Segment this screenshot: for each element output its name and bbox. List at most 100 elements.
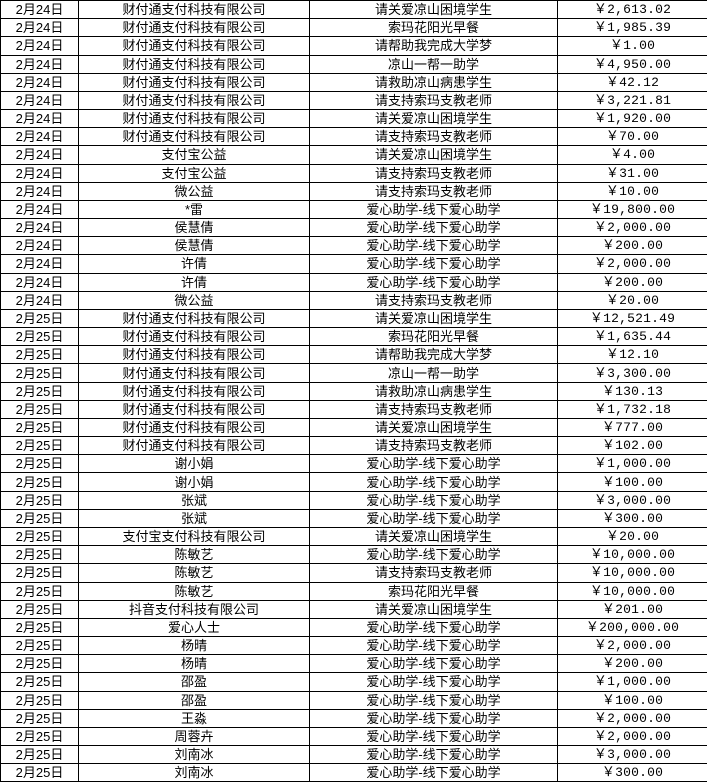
donation-amount-cell: ￥3,221.81	[558, 91, 707, 109]
donation-project-cell: 请关爱凉山困境学生	[310, 418, 558, 436]
table-row: 2月24日微公益请支持索玛支教老师￥10.00	[1, 182, 707, 200]
table-row: 2月24日财付通支付科技有限公司凉山一帮一助学￥4,950.00	[1, 55, 707, 73]
donation-date-cell: 2月25日	[1, 655, 79, 673]
table-row: 2月25日张斌爱心助学-线下爱心助学￥3,000.00	[1, 491, 707, 509]
table-row: 2月25日周蓉卉爱心助学-线下爱心助学￥2,000.00	[1, 727, 707, 745]
donation-amount-cell: ￥200.00	[558, 655, 707, 673]
table-row: 2月24日支付宝公益请关爱凉山困境学生￥4.00	[1, 146, 707, 164]
donor-name-cell: 财付通支付科技有限公司	[79, 309, 310, 327]
donor-name-cell: 财付通支付科技有限公司	[79, 1, 310, 19]
table-row: 2月25日财付通支付科技有限公司凉山一帮一助学￥3,300.00	[1, 364, 707, 382]
donation-amount-cell: ￥130.13	[558, 382, 707, 400]
donor-name-cell: 财付通支付科技有限公司	[79, 400, 310, 418]
table-row: 2月25日支付宝支付科技有限公司请关爱凉山困境学生￥20.00	[1, 527, 707, 545]
table-row: 2月24日微公益请支持索玛支教老师￥20.00	[1, 291, 707, 309]
donation-project-cell: 请支持索玛支教老师	[310, 291, 558, 309]
donation-amount-cell: ￥100.00	[558, 691, 707, 709]
donation-date-cell: 2月25日	[1, 328, 79, 346]
donor-name-cell: 支付宝公益	[79, 164, 310, 182]
donation-amount-cell: ￥1,000.00	[558, 455, 707, 473]
donation-date-cell: 2月24日	[1, 237, 79, 255]
table-row: 2月24日财付通支付科技有限公司请关爱凉山困境学生￥2,613.02	[1, 1, 707, 19]
donation-date-cell: 2月25日	[1, 364, 79, 382]
donation-amount-cell: ￥1,920.00	[558, 110, 707, 128]
donation-project-cell: 爱心助学-线下爱心助学	[310, 509, 558, 527]
donation-amount-cell: ￥12.10	[558, 346, 707, 364]
donation-amount-cell: ￥10,000.00	[558, 564, 707, 582]
donation-date-cell: 2月25日	[1, 437, 79, 455]
table-row: 2月25日邵盈爱心助学-线下爱心助学￥1,000.00	[1, 673, 707, 691]
table-row: 2月24日财付通支付科技有限公司索玛花阳光早餐￥1,985.39	[1, 19, 707, 37]
donor-name-cell: 谢小娟	[79, 473, 310, 491]
donor-name-cell: 财付通支付科技有限公司	[79, 37, 310, 55]
donation-project-cell: 索玛花阳光早餐	[310, 582, 558, 600]
donation-date-cell: 2月24日	[1, 273, 79, 291]
donation-date-cell: 2月24日	[1, 291, 79, 309]
donation-date-cell: 2月25日	[1, 491, 79, 509]
donation-amount-cell: ￥10,000.00	[558, 582, 707, 600]
donation-amount-cell: ￥42.12	[558, 73, 707, 91]
donation-amount-cell: ￥3,000.00	[558, 491, 707, 509]
donor-name-cell: 财付通支付科技有限公司	[79, 73, 310, 91]
donation-project-cell: 请帮助我完成大学梦	[310, 37, 558, 55]
donation-amount-cell: ￥2,613.02	[558, 1, 707, 19]
donation-date-cell: 2月25日	[1, 600, 79, 618]
donor-name-cell: 微公益	[79, 291, 310, 309]
donation-amount-cell: ￥20.00	[558, 291, 707, 309]
donation-project-cell: 爱心助学-线下爱心助学	[310, 691, 558, 709]
donor-name-cell: 抖音支付科技有限公司	[79, 600, 310, 618]
donor-name-cell: 侯慧倩	[79, 219, 310, 237]
donation-amount-cell: ￥300.00	[558, 509, 707, 527]
donation-project-cell: 索玛花阳光早餐	[310, 19, 558, 37]
donation-date-cell: 2月25日	[1, 691, 79, 709]
donor-name-cell: 财付通支付科技有限公司	[79, 328, 310, 346]
donor-name-cell: 陈敏艺	[79, 564, 310, 582]
donation-project-cell: 请关爱凉山困境学生	[310, 1, 558, 19]
donor-name-cell: 支付宝支付科技有限公司	[79, 527, 310, 545]
donation-date-cell: 2月25日	[1, 564, 79, 582]
donation-date-cell: 2月25日	[1, 727, 79, 745]
donor-name-cell: 财付通支付科技有限公司	[79, 19, 310, 37]
table-row: 2月25日财付通支付科技有限公司请支持索玛支教老师￥1,732.18	[1, 400, 707, 418]
donation-date-cell: 2月25日	[1, 637, 79, 655]
donor-name-cell: 陈敏艺	[79, 582, 310, 600]
donation-date-cell: 2月25日	[1, 382, 79, 400]
table-row: 2月25日财付通支付科技有限公司请关爱凉山困境学生￥777.00	[1, 418, 707, 436]
donation-date-cell: 2月25日	[1, 546, 79, 564]
table-row: 2月24日支付宝公益请支持索玛支教老师￥31.00	[1, 164, 707, 182]
table-row: 2月25日抖音支付科技有限公司请关爱凉山困境学生￥201.00	[1, 600, 707, 618]
donation-project-cell: 爱心助学-线下爱心助学	[310, 473, 558, 491]
donation-date-cell: 2月25日	[1, 618, 79, 636]
donation-amount-cell: ￥201.00	[558, 600, 707, 618]
donation-amount-cell: ￥100.00	[558, 473, 707, 491]
donation-project-cell: 请支持索玛支教老师	[310, 564, 558, 582]
table-row: 2月25日财付通支付科技有限公司请支持索玛支教老师￥102.00	[1, 437, 707, 455]
donor-name-cell: 财付通支付科技有限公司	[79, 128, 310, 146]
donation-project-cell: 爱心助学-线下爱心助学	[310, 273, 558, 291]
donation-project-cell: 爱心助学-线下爱心助学	[310, 655, 558, 673]
donation-date-cell: 2月24日	[1, 73, 79, 91]
donor-name-cell: 杨晴	[79, 655, 310, 673]
table-row: 2月25日财付通支付科技有限公司请帮助我完成大学梦￥12.10	[1, 346, 707, 364]
table-row: 2月25日杨晴爱心助学-线下爱心助学￥200.00	[1, 655, 707, 673]
donation-amount-cell: ￥4.00	[558, 146, 707, 164]
donation-date-cell: 2月25日	[1, 509, 79, 527]
donation-date-cell: 2月25日	[1, 455, 79, 473]
table-row: 2月25日杨晴爱心助学-线下爱心助学￥2,000.00	[1, 637, 707, 655]
donor-name-cell: 财付通支付科技有限公司	[79, 110, 310, 128]
donation-amount-cell: ￥2,000.00	[558, 255, 707, 273]
donation-amount-cell: ￥10,000.00	[558, 546, 707, 564]
donor-name-cell: 财付通支付科技有限公司	[79, 346, 310, 364]
donation-date-cell: 2月24日	[1, 55, 79, 73]
donation-amount-cell: ￥31.00	[558, 164, 707, 182]
donation-project-cell: 请支持索玛支教老师	[310, 182, 558, 200]
table-row: 2月24日侯慧倩爱心助学-线下爱心助学￥2,000.00	[1, 219, 707, 237]
table-row: 2月25日刘南冰爱心助学-线下爱心助学￥3,000.00	[1, 746, 707, 764]
donation-amount-cell: ￥2,000.00	[558, 709, 707, 727]
table-row: 2月24日财付通支付科技有限公司请救助凉山病患学生￥42.12	[1, 73, 707, 91]
donation-project-cell: 请关爱凉山困境学生	[310, 527, 558, 545]
donation-amount-cell: ￥200,000.00	[558, 618, 707, 636]
donor-name-cell: 刘南冰	[79, 746, 310, 764]
table-row: 2月25日爱心人士爱心助学-线下爱心助学￥200,000.00	[1, 618, 707, 636]
